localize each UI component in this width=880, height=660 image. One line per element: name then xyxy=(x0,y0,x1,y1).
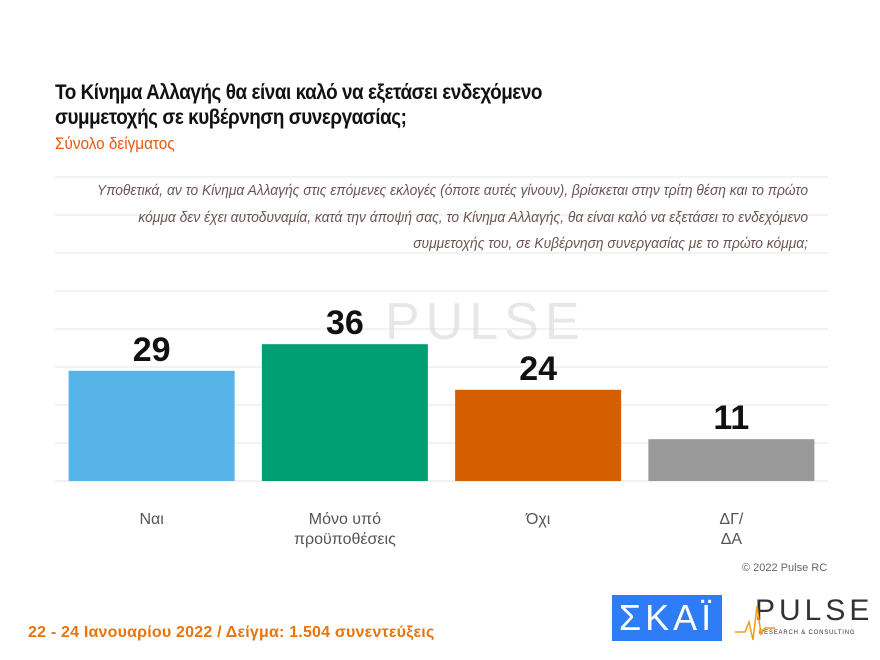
pulse-wave-icon xyxy=(735,605,775,641)
category-label: ΔΓ/ xyxy=(719,511,744,528)
category-label: Όχι xyxy=(525,511,551,528)
data-label: 11 xyxy=(713,399,749,437)
category-label: Μόνο υπό xyxy=(309,511,381,528)
bar xyxy=(261,344,428,481)
copyright: © 2022 Pulse RC xyxy=(742,562,828,574)
data-label: 24 xyxy=(519,350,557,388)
pulse-watermark: PULSE xyxy=(385,293,586,351)
data-label: 36 xyxy=(326,304,364,342)
bar xyxy=(68,370,235,481)
pulse-logo-text: PULSE xyxy=(755,594,874,627)
category-label: ΔΑ xyxy=(721,531,743,548)
pulse-logo: PULSE RESEARCH & CONSULTING xyxy=(735,594,869,644)
footer-date-sample: 22 - 24 Ιανουαρίου 2022 / Δείγμα: 1.504 … xyxy=(28,624,435,641)
skai-logo: ΣΚΑΪ xyxy=(612,595,722,641)
category-label: προϋποθέσεις xyxy=(294,531,396,548)
chart-subtitle: Σύνολο δείγματος xyxy=(55,134,175,153)
bar xyxy=(648,439,815,481)
bar xyxy=(455,389,622,481)
category-label: Ναι xyxy=(139,511,164,528)
pulse-logo-sub: RESEARCH & CONSULTING xyxy=(759,630,856,636)
chart-title: Το Κίνημα Αλλαγής θα είναι καλό να εξετά… xyxy=(55,81,542,129)
question-text: Υποθετικά, αν το Κίνημα Αλλαγής στις επό… xyxy=(96,182,809,252)
data-label: 29 xyxy=(133,331,171,369)
